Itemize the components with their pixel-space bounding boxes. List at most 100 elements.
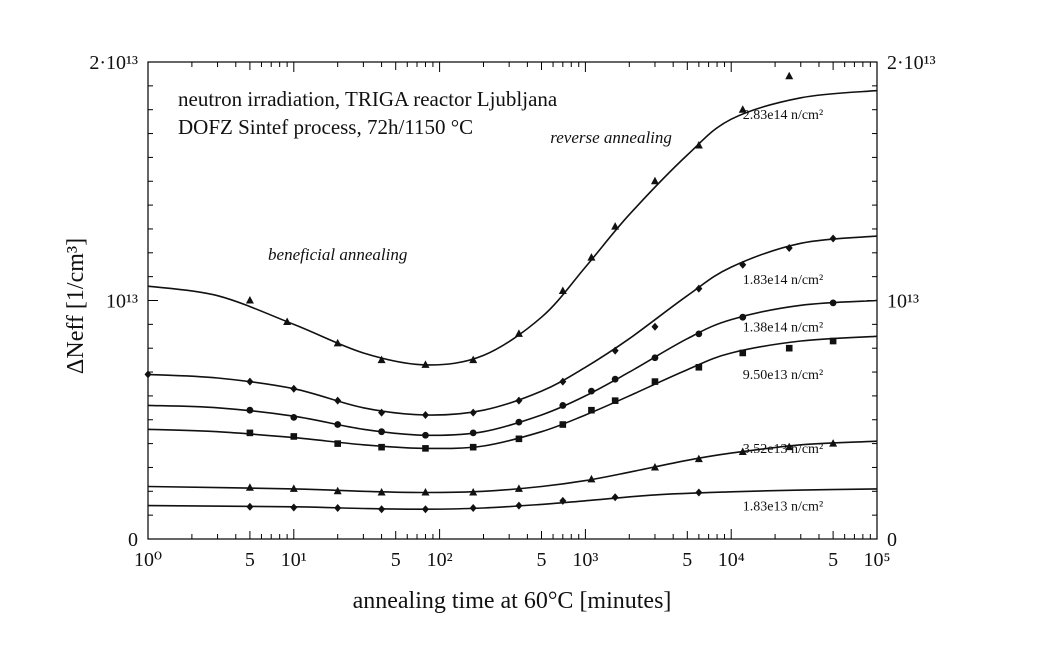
data-point-series-5 [611, 493, 619, 502]
series-label: 1.83e13 n/cm² [743, 499, 823, 514]
data-point-series-3 [290, 433, 298, 440]
x-tick-label-five: 5 [245, 549, 255, 571]
series-label: 2.83e14 n/cm² [743, 108, 823, 123]
data-point-series-0 [738, 105, 747, 113]
x-tick-label-five: 5 [537, 549, 547, 571]
y-tick-label-right: 2·10¹³ [887, 52, 936, 74]
data-point-series-0 [333, 338, 342, 347]
data-point-series-4 [469, 487, 478, 496]
axis-ticks [147, 61, 877, 540]
data-point-series-1 [290, 384, 298, 393]
data-point-series-4 [829, 439, 838, 447]
data-point-series-4 [333, 486, 342, 495]
data-point-series-1 [144, 370, 152, 379]
data-point-series-3 [785, 344, 793, 352]
annotations: beneficial annealing reverse annealing [268, 128, 672, 264]
x-tick-label: 10⁴ [718, 549, 745, 571]
series-line-4 [147, 440, 878, 494]
series-label: 1.83e14 n/cm² [743, 273, 823, 288]
data-point-series-0 [377, 355, 386, 364]
data-point-series-2 [422, 431, 429, 439]
data-point-series-2 [515, 418, 523, 426]
series-markers [144, 71, 838, 514]
series-label: 9.50e13 n/cm² [743, 368, 823, 383]
data-point-series-3 [334, 440, 341, 447]
data-point-series-3 [469, 443, 477, 451]
data-point-series-3 [611, 397, 619, 404]
series-line-5 [147, 488, 878, 511]
data-point-series-5 [559, 496, 567, 505]
x-tick-label: 10⁰ [134, 549, 162, 571]
data-point-series-0 [611, 222, 620, 230]
data-point-series-1 [829, 234, 837, 243]
data-point-series-5 [695, 488, 703, 497]
data-point-series-4 [514, 484, 523, 492]
series-labels: 2.83e14 n/cm² 1.83e14 n/cm² 1.38e14 n/cm² 9… [743, 108, 823, 514]
data-point-series-5 [334, 503, 342, 512]
data-point-series-4 [694, 454, 703, 463]
data-point-series-3 [515, 435, 523, 443]
data-point-series-0 [245, 296, 254, 304]
x-axis-label: annealing time at 60°C [minutes] [353, 588, 672, 614]
data-point-series-3 [588, 406, 595, 414]
data-point-series-2 [695, 330, 703, 338]
data-point-series-4 [650, 462, 659, 471]
data-point-series-1 [421, 410, 429, 419]
data-point-series-3 [246, 429, 254, 437]
data-point-series-3 [651, 378, 659, 385]
data-point-series-5 [469, 503, 477, 512]
x-tick-label: 10² [427, 549, 453, 571]
series-label: 1.38e14 n/cm² [743, 321, 823, 336]
data-point-series-4 [289, 484, 298, 492]
y-tick-label-right: 10¹³ [887, 291, 919, 313]
data-point-series-4 [738, 447, 747, 455]
data-point-series-1 [611, 346, 619, 355]
data-point-series-0 [558, 286, 567, 294]
data-point-series-4 [377, 487, 386, 496]
chart-title-line-1: neutron irradiation, TRIGA reactor Ljubl… [178, 87, 558, 111]
data-point-series-2 [559, 402, 567, 409]
data-point-series-0 [694, 140, 703, 149]
series-line-3 [147, 335, 878, 450]
data-point-series-5 [290, 503, 298, 512]
x-tick-label-five: 5 [682, 549, 692, 571]
data-point-series-0 [650, 176, 659, 185]
y-tick-label-left: 0 [128, 529, 138, 551]
data-point-series-3 [739, 349, 747, 357]
y-tick-label-left: 2·10¹³ [89, 52, 138, 74]
data-point-series-2 [334, 421, 342, 428]
data-point-series-2 [611, 375, 619, 383]
data-point-series-4 [785, 442, 794, 451]
data-point-series-3 [695, 363, 703, 371]
series-line-0 [147, 89, 878, 366]
data-point-series-5 [515, 501, 523, 510]
data-point-series-1 [378, 408, 386, 417]
data-point-series-1 [739, 260, 747, 269]
data-point-series-4 [421, 487, 430, 496]
series-label: 3.52e13 n/cm² [743, 442, 823, 457]
data-point-series-0 [785, 71, 794, 80]
data-point-series-0 [283, 317, 292, 325]
y-tick-label-left: 10¹³ [106, 291, 138, 313]
x-tick-label: 10¹ [281, 549, 307, 571]
annotation: reverse annealing [550, 128, 672, 147]
data-point-series-1 [334, 396, 342, 405]
data-point-series-2 [290, 413, 298, 421]
data-point-series-5 [378, 505, 386, 514]
tick-labels: 10⁰ 10¹ 10² 10³ 10⁴ 10⁵ 5 5 5 5 5 0 10¹³ 2·10¹³ 0 10¹³ 2… [89, 52, 935, 571]
data-point-series-2 [378, 428, 385, 436]
data-point-series-4 [587, 474, 596, 483]
data-point-series-0 [514, 329, 523, 337]
data-point-series-3 [378, 443, 385, 451]
data-point-series-0 [421, 360, 430, 368]
y-tick-label-right: 0 [887, 529, 897, 551]
data-point-series-4 [245, 483, 254, 491]
x-tick-label: 10⁵ [864, 549, 891, 571]
data-point-series-1 [246, 377, 254, 386]
data-point-series-1 [469, 408, 477, 417]
x-tick-label-five: 5 [391, 549, 401, 571]
data-point-series-1 [785, 244, 793, 253]
annotation: beneficial annealing [268, 245, 407, 264]
data-point-series-2 [246, 406, 254, 414]
